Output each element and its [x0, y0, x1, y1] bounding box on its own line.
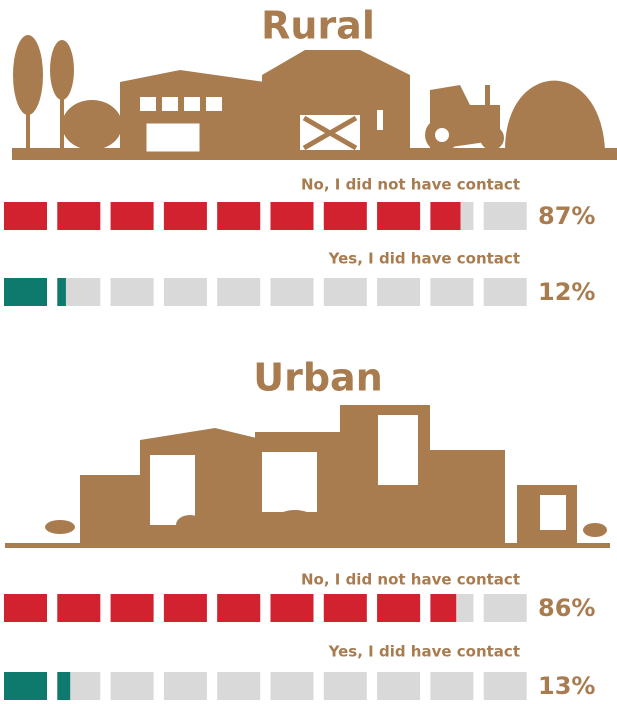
legend-label: No, I did not have contact [301, 176, 520, 194]
urban-illustration [5, 405, 610, 548]
bar [430, 594, 457, 622]
bar [430, 202, 461, 230]
block-bg [270, 278, 314, 306]
chart-title: Rural [261, 4, 375, 48]
bar [4, 278, 47, 306]
bar [110, 202, 154, 230]
block-bg [430, 672, 474, 700]
bar [323, 202, 367, 230]
block-bg [163, 278, 207, 306]
block-bg [110, 672, 154, 700]
block-bg [270, 672, 314, 700]
block-bg [377, 278, 421, 306]
rural-illustration [12, 35, 617, 160]
bar [57, 672, 71, 700]
bar [270, 594, 314, 622]
bar [217, 594, 261, 622]
bar [4, 202, 47, 230]
value-label: 12% [538, 278, 595, 306]
legend-label: Yes, I did have contact [328, 250, 520, 268]
bar [57, 278, 66, 306]
value-label: 13% [538, 672, 595, 700]
block-bg [217, 672, 261, 700]
value-label: 86% [538, 594, 595, 622]
bar [57, 594, 101, 622]
block-bg [323, 278, 367, 306]
bar [377, 594, 421, 622]
bar [4, 672, 47, 700]
bar [110, 594, 154, 622]
block-bg [483, 202, 527, 230]
bar [4, 594, 47, 622]
block-bg [483, 278, 527, 306]
block-bg [217, 278, 261, 306]
bar [217, 202, 261, 230]
block-bg [110, 278, 154, 306]
legend-label: No, I did not have contact [301, 571, 520, 589]
block-bg [163, 672, 207, 700]
bar [163, 594, 207, 622]
block-bg [483, 594, 527, 622]
block-bg [377, 672, 421, 700]
chart-title: Urban [253, 356, 383, 400]
bar [323, 594, 367, 622]
bar [377, 202, 421, 230]
block-bg [430, 278, 474, 306]
block-bg [323, 672, 367, 700]
value-label: 87% [538, 202, 595, 230]
bar [270, 202, 314, 230]
bar [163, 202, 207, 230]
bar [57, 202, 101, 230]
block-bg [483, 672, 527, 700]
legend-label: Yes, I did have contact [328, 643, 520, 661]
